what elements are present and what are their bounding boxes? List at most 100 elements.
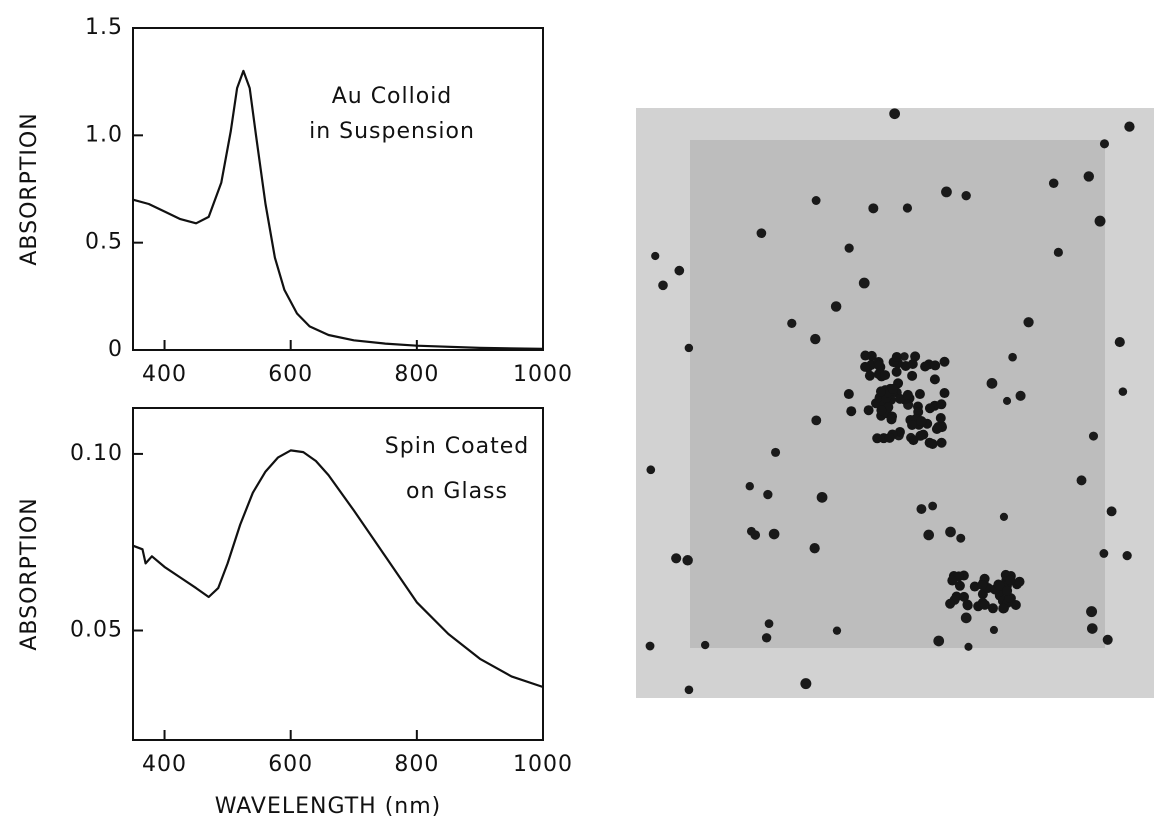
y-tick-label: 1.0 <box>85 122 123 147</box>
particle <box>761 633 772 643</box>
particle <box>1053 247 1063 257</box>
particle <box>933 635 945 647</box>
particle <box>954 580 965 591</box>
x-tick-label: 600 <box>268 752 313 777</box>
particle <box>868 203 879 214</box>
particle <box>959 591 970 602</box>
particle <box>1008 352 1017 362</box>
particles <box>645 108 1135 695</box>
particle <box>745 482 754 491</box>
particle <box>941 186 952 198</box>
spectrum-line <box>132 69 544 350</box>
annotation: on Glass <box>406 479 508 504</box>
particle <box>1122 551 1132 561</box>
micrograph <box>636 108 1154 698</box>
particle <box>700 640 710 650</box>
x-tick-label: 400 <box>142 752 187 777</box>
particle <box>936 437 947 448</box>
particle <box>989 625 998 635</box>
particle <box>979 599 990 610</box>
y-tick-label: 1.5 <box>85 15 123 40</box>
particle <box>1048 178 1059 189</box>
particle <box>858 277 870 289</box>
particle <box>809 543 820 554</box>
particle <box>1102 634 1113 645</box>
plot-frame <box>132 27 544 351</box>
particle <box>860 350 871 361</box>
particle <box>658 280 668 291</box>
x-tick-label: 600 <box>268 362 313 387</box>
particle <box>884 432 895 443</box>
y-tick-label: 0.5 <box>85 230 123 255</box>
particle <box>994 580 1005 591</box>
particle <box>876 405 887 416</box>
particle <box>930 360 941 371</box>
particle <box>916 416 927 427</box>
y-tick-label: 0 <box>108 337 123 362</box>
particle <box>891 351 902 362</box>
particle <box>646 465 656 475</box>
particle <box>746 526 756 536</box>
particle <box>684 343 694 353</box>
particle <box>843 389 854 400</box>
particle <box>811 415 822 426</box>
particle <box>810 333 821 345</box>
particle <box>956 533 966 543</box>
particle <box>756 228 767 239</box>
particle <box>936 399 947 410</box>
particle <box>907 359 918 370</box>
particle <box>920 361 931 372</box>
plot-frame <box>132 407 544 741</box>
particle <box>763 489 773 500</box>
particle <box>645 641 655 651</box>
particle <box>895 393 906 404</box>
particle <box>923 529 935 541</box>
particle <box>902 389 913 400</box>
particle <box>947 575 958 586</box>
particle <box>939 356 950 367</box>
particle <box>987 603 998 614</box>
particle <box>931 423 942 434</box>
particle <box>924 403 935 414</box>
particle <box>764 619 774 628</box>
particle <box>1094 215 1106 227</box>
particle <box>1099 549 1109 558</box>
x-tick-label: 400 <box>142 362 187 387</box>
annotation: Au Colloid <box>332 84 453 109</box>
particle <box>800 678 812 690</box>
particle <box>889 108 900 120</box>
particle <box>927 438 938 449</box>
particle <box>945 526 956 538</box>
particle <box>939 388 950 399</box>
particle <box>916 504 927 514</box>
particle <box>1088 431 1099 441</box>
y-tick-label: 0.10 <box>70 441 123 466</box>
particle <box>986 377 998 389</box>
particle <box>811 196 821 205</box>
particle <box>1106 506 1117 517</box>
particle <box>1023 317 1034 328</box>
spectrum-line <box>132 449 544 689</box>
particle <box>1015 390 1026 401</box>
annotation: in Suspension <box>309 119 475 144</box>
particle <box>844 243 854 253</box>
particle <box>880 370 891 381</box>
particle <box>894 426 905 437</box>
x-tick-label: 800 <box>394 752 439 777</box>
particle <box>1114 337 1125 348</box>
particle <box>887 383 898 394</box>
particle <box>999 512 1009 521</box>
particle <box>998 603 1009 614</box>
particle <box>960 612 972 624</box>
particle <box>864 370 875 381</box>
particle <box>1076 475 1087 486</box>
particle <box>846 406 857 417</box>
particle <box>891 366 902 377</box>
particle <box>1124 121 1135 132</box>
chart-panel: 0.05 0.10 400 600 800 1000 ABSORPTION WAVELENGT… <box>17 407 572 819</box>
particle <box>935 412 946 423</box>
particle <box>768 528 780 540</box>
particle <box>1014 576 1025 587</box>
